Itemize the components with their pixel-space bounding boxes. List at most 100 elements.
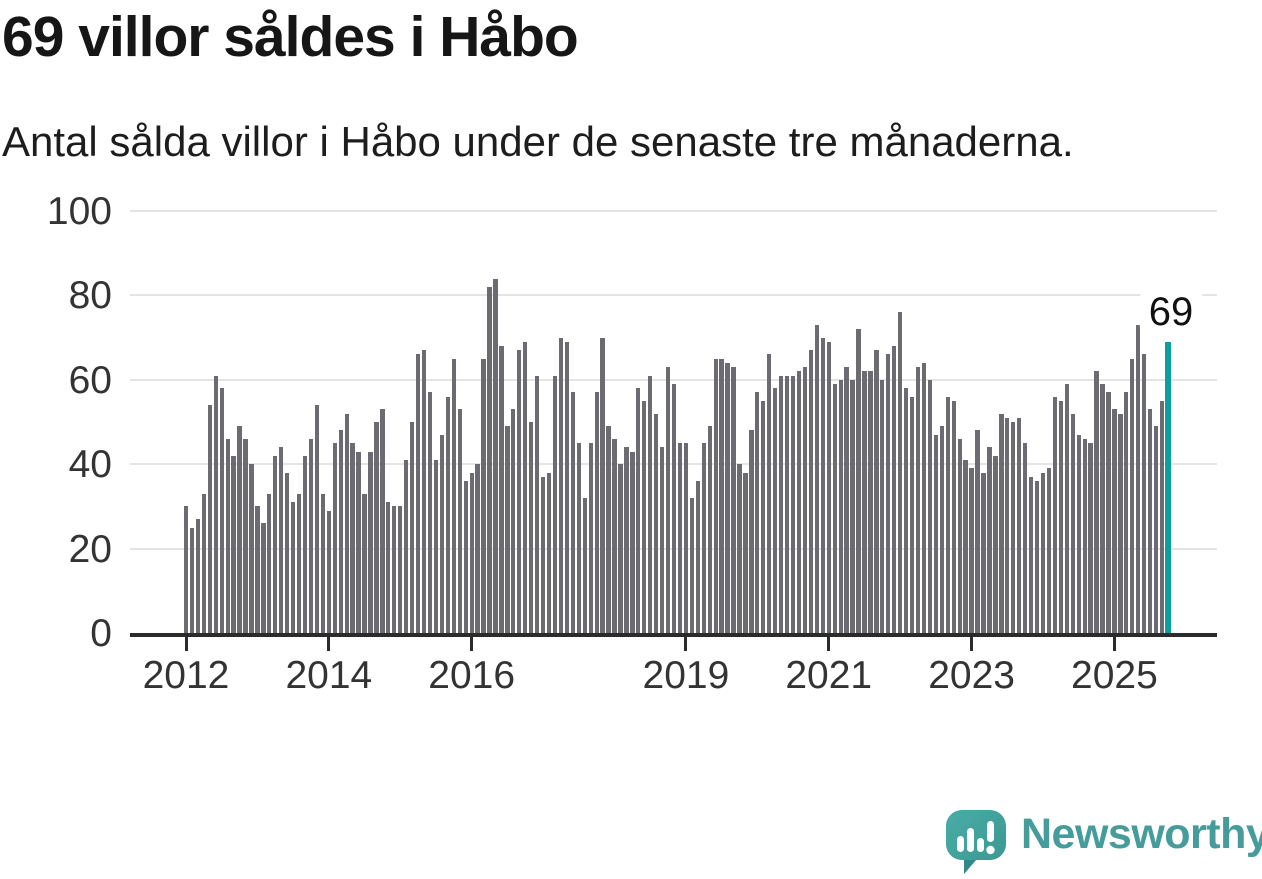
bar: [183, 506, 189, 633]
x-axis-tick-label: 2016: [428, 654, 516, 697]
gridline-y-80: [130, 294, 1217, 297]
x-axis-tick-label: 2023: [928, 654, 1015, 697]
bar: [796, 371, 802, 633]
bar: [320, 493, 326, 633]
bar: [1005, 417, 1010, 633]
bar: [267, 493, 272, 633]
x-axis-tick-mark: [470, 637, 474, 651]
bar: [1017, 417, 1022, 633]
bar: [915, 367, 921, 633]
bar: [457, 409, 462, 633]
bubble-tail-shade: [964, 860, 976, 874]
bar: [392, 506, 397, 633]
bar: [892, 346, 897, 633]
bar: [201, 493, 206, 633]
chart-title: 69 villor såldes i Håbo: [2, 5, 579, 69]
x-axis-tick-label: 2021: [785, 654, 873, 697]
bar: [963, 459, 968, 633]
bar: [600, 337, 605, 633]
newsworthy-logo: Newsworthy: [943, 808, 1262, 876]
bar: [374, 422, 379, 633]
bar: [189, 527, 195, 633]
bar: [1106, 392, 1111, 633]
bar: [743, 472, 748, 633]
bar: [1052, 396, 1058, 633]
bar: [594, 392, 599, 633]
bar: [308, 438, 314, 633]
bar: [802, 367, 808, 633]
bar: [231, 455, 236, 633]
bar: [868, 371, 873, 633]
bar: [1112, 409, 1117, 633]
bar: [576, 443, 581, 633]
bar: [225, 438, 230, 633]
bar: [1082, 438, 1087, 633]
bar: [1100, 384, 1105, 633]
bar: [707, 426, 712, 633]
bar: [755, 392, 760, 633]
bar: [874, 350, 879, 633]
bar: [546, 472, 552, 633]
bar: [487, 286, 492, 633]
y-axis-tick-label: 60: [68, 358, 112, 402]
x-axis-tick-mark: [970, 637, 974, 651]
bar: [552, 375, 558, 633]
bar: [850, 379, 855, 633]
bar: [1028, 476, 1034, 633]
bar: [451, 358, 456, 633]
bar: [790, 375, 796, 633]
bar: [921, 362, 927, 633]
bar: [659, 447, 665, 633]
bar: [237, 426, 242, 633]
bar: [398, 506, 403, 633]
bar: [433, 459, 439, 633]
newsworthy-wordmark: Newsworthy: [1021, 810, 1262, 858]
bar: [219, 388, 224, 633]
bar: [814, 324, 819, 633]
bar: [445, 396, 450, 633]
x-axis-tick-mark: [827, 637, 831, 651]
x-axis-tick-label: 2014: [285, 654, 373, 697]
bar: [903, 388, 909, 633]
x-axis-tick-label: 2012: [142, 654, 230, 697]
bar: [1142, 354, 1147, 633]
bar: [773, 388, 778, 633]
bar: [427, 392, 433, 633]
bar: [588, 443, 593, 633]
bar: [493, 278, 498, 633]
y-axis-tick-label: 40: [68, 443, 112, 487]
bar: [695, 481, 700, 633]
bar: [1040, 472, 1046, 633]
x-axis-line: [130, 633, 1217, 637]
gridline-y-100: [130, 210, 1217, 212]
highlight-bar: [1165, 341, 1171, 633]
bar: [499, 346, 504, 633]
bubble-shape: [946, 810, 1006, 874]
x-axis-tick-label: 2025: [1071, 654, 1158, 697]
bar: [909, 396, 915, 633]
bar: [731, 367, 736, 633]
bar: [701, 443, 706, 633]
bar: [410, 422, 415, 633]
bar: [1088, 443, 1093, 633]
bar: [439, 434, 445, 633]
bar: [1034, 481, 1040, 633]
bar: [1058, 400, 1064, 633]
bar: [213, 375, 218, 633]
bar: [1159, 400, 1165, 633]
bar: [1046, 468, 1052, 633]
bar: [243, 438, 248, 633]
bar: [981, 472, 986, 633]
newsworthy-bubble-chart-icon: [946, 810, 1006, 874]
bar: [719, 358, 724, 633]
bar: [469, 472, 474, 633]
bar: [356, 451, 361, 633]
bar: [820, 337, 825, 633]
bar: [648, 375, 653, 633]
bar: [808, 350, 814, 633]
bar: [630, 451, 635, 633]
bar: [636, 388, 641, 633]
y-axis-tick-label: 100: [46, 190, 112, 233]
bar: [558, 337, 564, 633]
bar: [195, 519, 201, 633]
